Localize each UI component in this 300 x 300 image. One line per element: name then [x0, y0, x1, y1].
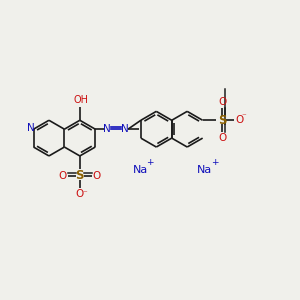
Text: ⁻: ⁻	[242, 112, 247, 121]
Text: N: N	[121, 124, 129, 134]
Text: S: S	[76, 169, 84, 182]
Text: +: +	[146, 158, 154, 167]
Text: Na: Na	[133, 165, 148, 175]
Text: OH: OH	[73, 95, 88, 106]
Text: ⁻: ⁻	[82, 189, 87, 198]
Text: O: O	[218, 98, 226, 107]
Text: O: O	[235, 115, 243, 125]
Text: Na: Na	[197, 165, 212, 175]
Text: O: O	[76, 189, 84, 199]
Text: N: N	[103, 124, 111, 134]
Text: S: S	[218, 114, 227, 127]
Text: +: +	[211, 158, 218, 167]
Text: N: N	[27, 123, 34, 133]
Text: O: O	[59, 171, 67, 181]
Text: O: O	[93, 171, 101, 181]
Text: O: O	[218, 133, 226, 143]
